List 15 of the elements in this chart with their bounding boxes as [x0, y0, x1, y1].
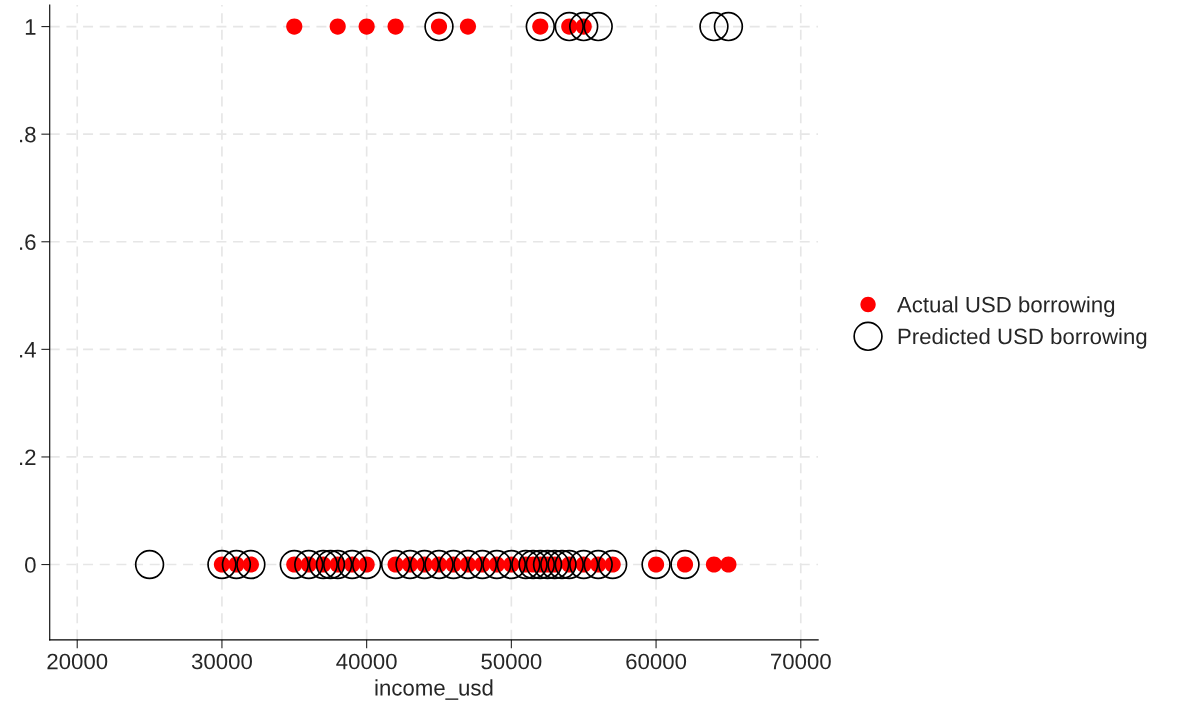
y-tick-label: .6 [20, 234, 36, 251]
y-tick-label: .8 [20, 126, 36, 143]
x-tick-label: 30000 [191, 653, 252, 670]
x-tick-label: 70000 [771, 653, 831, 670]
y-tick-label: .2 [20, 449, 36, 465]
y-tick-label: 0 [25, 557, 36, 573]
x-tick-label: 60000 [626, 653, 687, 670]
x-tick-label: 50000 [481, 653, 542, 670]
y-tick-label: 1 [25, 19, 36, 35]
x-tick-label: 40000 [336, 653, 397, 670]
y-tick-label: .4 [20, 342, 36, 358]
legend-label: Predicted USD borrowing [898, 328, 1147, 349]
legend-label: Actual USD borrowing [896, 296, 1115, 317]
x-tick-label: 20000 [47, 653, 108, 670]
x-axis-title: income_usd [375, 679, 493, 700]
